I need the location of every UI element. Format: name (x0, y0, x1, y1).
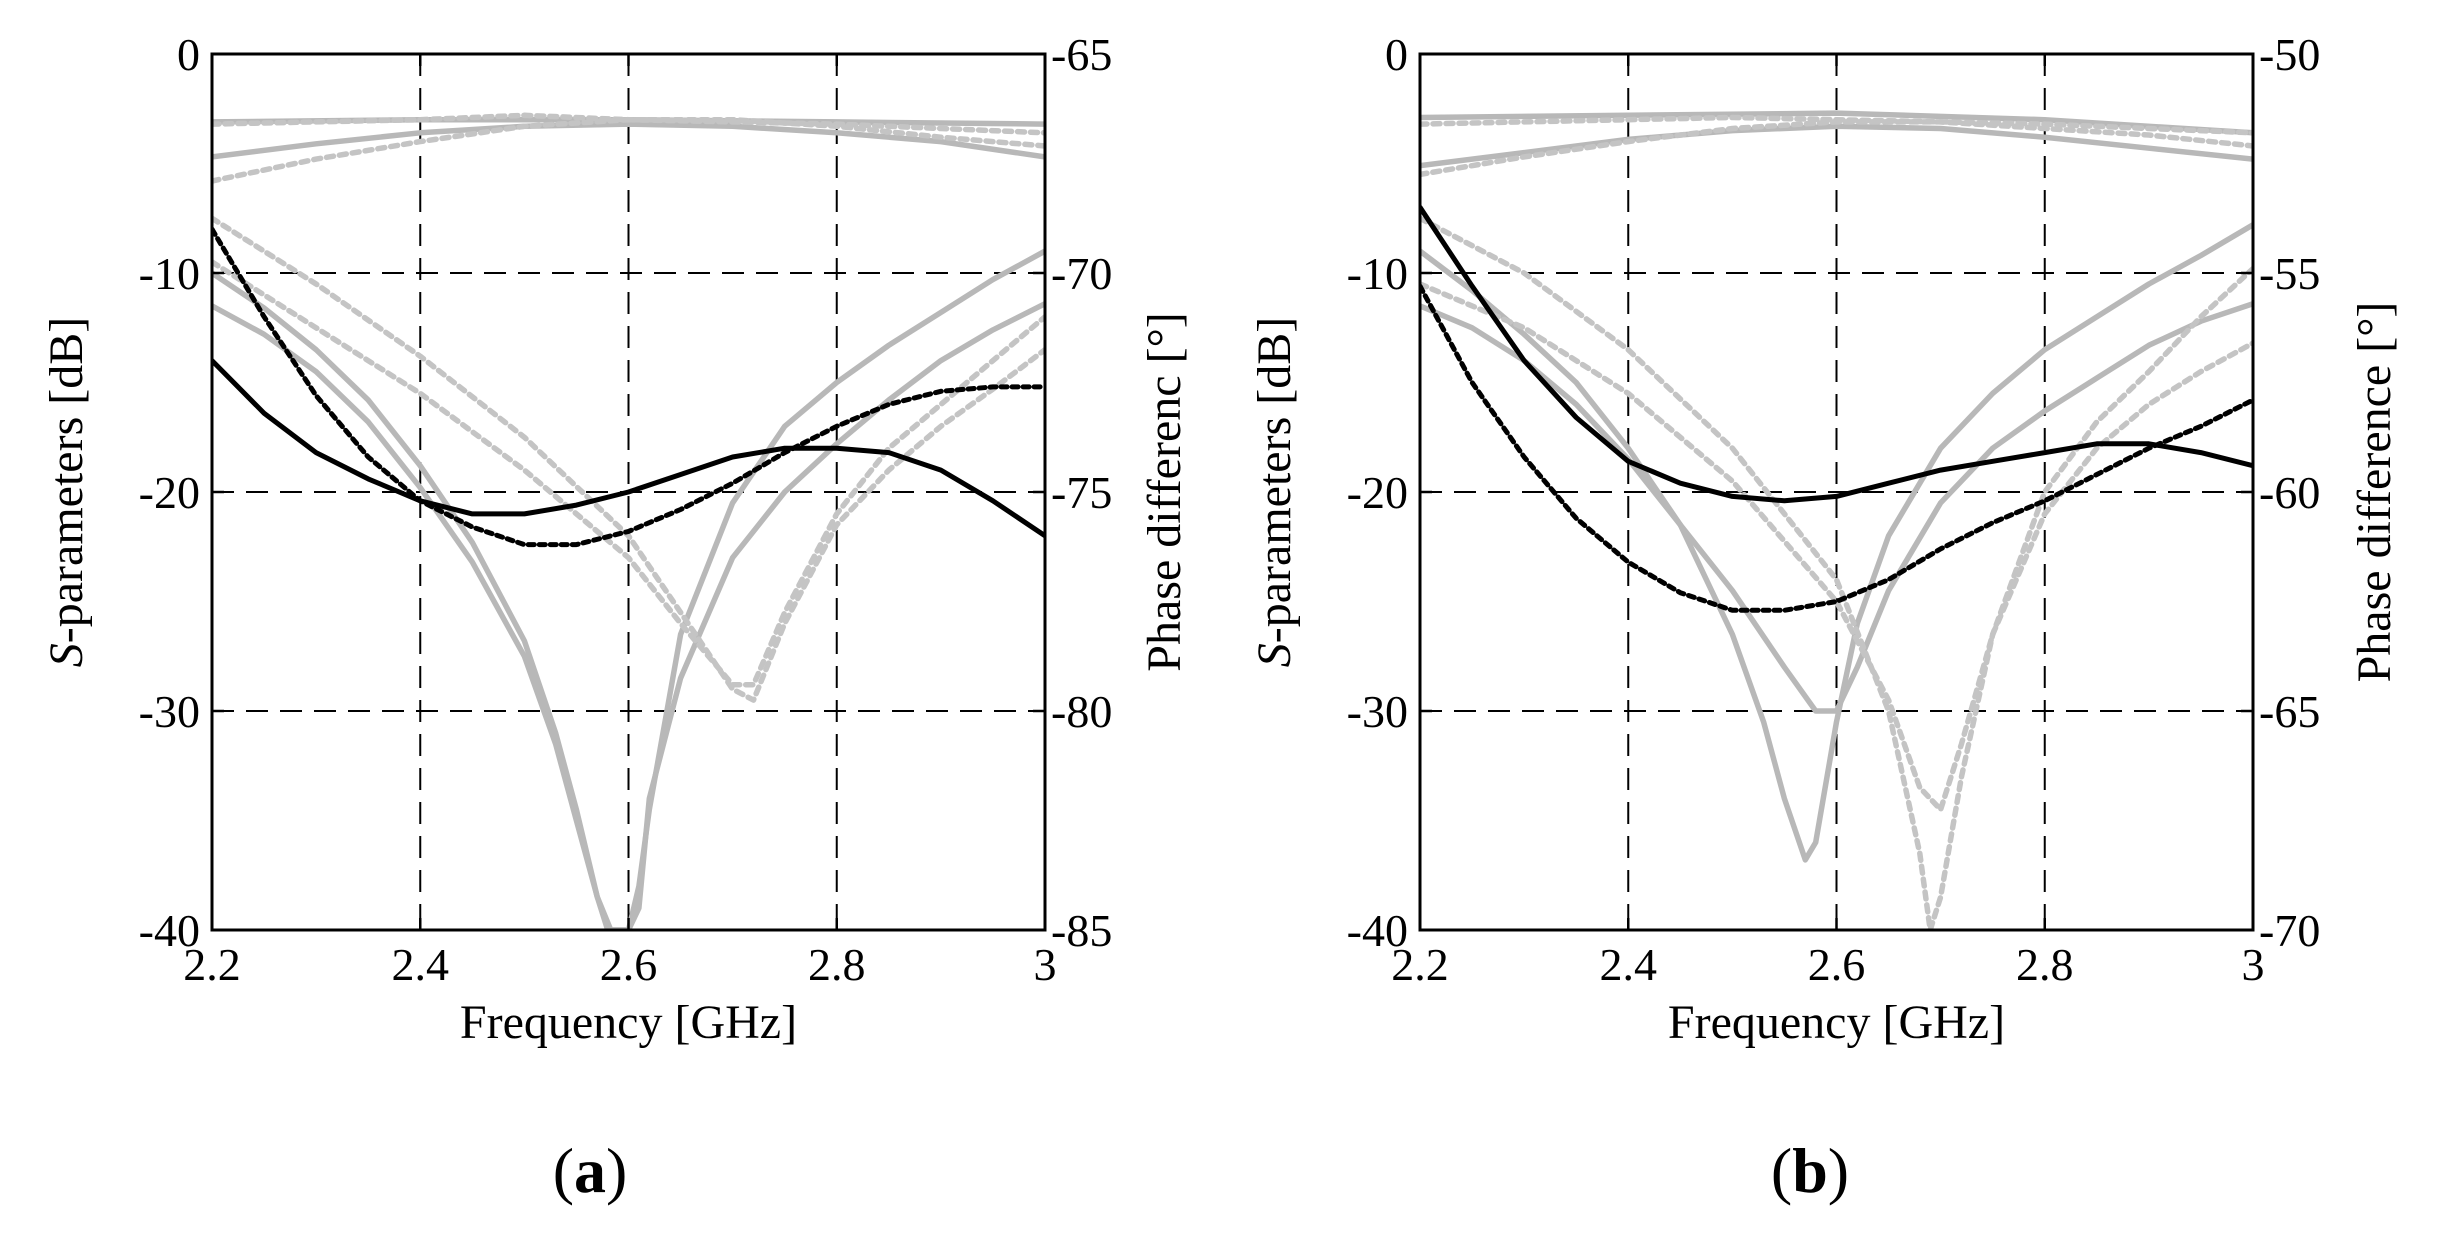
y-tick-label: -30 (139, 686, 200, 737)
panel-label-open-paren: ( (1771, 1135, 1792, 1206)
x-tick-label: 2.4 (392, 939, 450, 990)
grid (1420, 54, 2253, 930)
x-tick-label: 3 (2242, 939, 2265, 990)
y-tick-label: -20 (1347, 467, 1408, 518)
series-line-s-dotted-dip-1 (212, 215, 1045, 703)
series-line-s-solid-dip-2 (212, 248, 1045, 930)
series-line-phase-solid (1420, 204, 2253, 504)
y2-tick-label: -65 (1051, 29, 1112, 80)
panel-label-letter: a (574, 1135, 606, 1206)
y2-tick-label: -50 (2259, 29, 2320, 80)
panel-b: 2.2 2.4 2.6 2.8 3 0 -10 -20 -30 -40 -50 -55 -60 -65 -7… (1248, 29, 2401, 1206)
panel-label-open-paren: ( (553, 1135, 574, 1206)
y-axis-label: S-parameters [dB] (1248, 317, 1301, 668)
y-tick-label: -40 (139, 905, 200, 956)
x-axis-label: Frequency [GHz] (1668, 996, 2005, 1049)
x-tick-label: 2.6 (600, 939, 658, 990)
y-tick-label: -10 (1347, 248, 1408, 299)
y-tick-label: -20 (139, 467, 200, 518)
panel-label-letter: b (1792, 1135, 1828, 1206)
series-line-s-solid-dip-2 (1420, 300, 2253, 714)
y2-tick-label: -70 (2259, 905, 2320, 956)
panel-label: (b) (1771, 1135, 1849, 1206)
series-line-phase-dotted (212, 226, 1045, 548)
series-line-s-dotted-top-2 (212, 112, 1045, 136)
series-line-s-solid-dip-1 (212, 300, 1045, 930)
tick-marks (210, 52, 1047, 932)
y2-tick-label: -80 (1051, 686, 1112, 737)
x-tick-label: 2.8 (2016, 939, 2074, 990)
series-line-phase-dotted (1420, 283, 2253, 613)
x-tick-label: 3 (1034, 939, 1057, 990)
y2-tick-label: -75 (1051, 467, 1112, 518)
y-tick-label: 0 (177, 29, 200, 80)
panel-a: 2.2 2.4 2.6 2.8 3 0 -10 -20 -30 -40 -65 -70 -75 -80 -8… (40, 29, 1191, 1206)
y2-tick-label: -85 (1051, 905, 1112, 956)
y-tick-label: 0 (1385, 29, 1408, 80)
y2-axis-label: Phase difference [°] (2348, 302, 2401, 683)
panel-label: (a) (553, 1135, 628, 1206)
y-axis-label-rest: -parameters [dB] (1248, 317, 1301, 644)
series-line-s-dotted-top-2 (1420, 114, 2253, 136)
x-tick-label: 2.8 (808, 939, 866, 990)
series-group (212, 112, 1045, 930)
series-line-phase-solid (212, 358, 1045, 539)
x-axis-label: Frequency [GHz] (460, 996, 797, 1049)
series-line-s-dotted-dip-2 (1420, 281, 2253, 813)
panel-label-close-paren: ) (1828, 1135, 1849, 1206)
series-line-s-solid-top-2 (1420, 123, 2253, 169)
series-line-s-solid-dip-1 (1420, 222, 2253, 863)
y-tick-label: -30 (1347, 686, 1408, 737)
grid (212, 54, 1045, 930)
series-line-s-dotted-dip-1 (1420, 215, 2253, 930)
series-line-s-solid-top-2 (212, 121, 1045, 160)
x-tick-label: 2.2 (183, 939, 241, 990)
tick-marks (1418, 52, 2255, 932)
series-line-s-solid-top-1 (1420, 110, 2253, 136)
y2-tick-label: -60 (2259, 467, 2320, 518)
x-tick-label: 2.2 (1391, 939, 1449, 990)
y-axis-label-italic: S (1248, 643, 1301, 667)
y2-tick-label: -70 (1051, 248, 1112, 299)
x-tick-label: 2.6 (1808, 939, 1866, 990)
x-tick-label: 2.4 (1600, 939, 1658, 990)
y-axis-label-rest: -parameters [dB] (40, 317, 93, 644)
series-line-s-dotted-dip-2 (212, 259, 1045, 688)
y-axis-label-italic: S (40, 643, 93, 667)
y-tick-label: -10 (139, 248, 200, 299)
y-axis-label: S-parameters [dB] (40, 317, 93, 668)
y2-tick-label: -55 (2259, 248, 2320, 299)
y2-axis-label: Phase differenc [°] (1138, 312, 1191, 671)
y2-tick-label: -65 (2259, 686, 2320, 737)
series-group (1420, 110, 2253, 930)
panel-label-close-paren: ) (606, 1135, 627, 1206)
y-tick-label: -40 (1347, 905, 1408, 956)
